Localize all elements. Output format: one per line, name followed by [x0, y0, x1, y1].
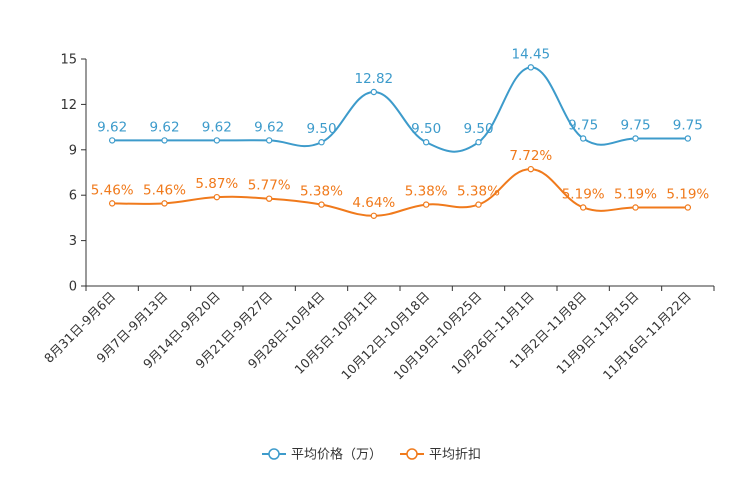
x-tick-label: 11月16日-11月22日 — [600, 289, 694, 383]
x-tick-label: 10月19日-10月25日 — [390, 289, 484, 383]
legend-item-1[interactable]: 平均折扣 — [400, 448, 481, 463]
y-tick-label: 15 — [60, 53, 77, 68]
data-point — [370, 88, 378, 96]
legend-marker-icon — [406, 448, 418, 460]
data-label: 9.62 — [254, 119, 284, 135]
data-point — [527, 64, 535, 71]
data-point — [475, 201, 482, 208]
data-label: 5.19% — [614, 186, 657, 202]
data-point — [161, 137, 168, 144]
y-tick-label: 9 — [69, 143, 77, 158]
data-point — [632, 135, 639, 142]
data-label: 5.19% — [666, 186, 709, 202]
data-label: 9.62 — [202, 119, 232, 135]
y-tick-label: 3 — [69, 234, 77, 249]
axes: 036912158月31日-9月6日9月7日-9月13日9月14日-9月20日9… — [41, 53, 715, 383]
data-label: 4.64% — [352, 195, 395, 211]
data-label: 9.75 — [568, 117, 598, 133]
data-label: 5.38% — [457, 184, 500, 200]
y-tick-label: 6 — [69, 189, 77, 204]
data-label: 9.50 — [463, 121, 493, 137]
legend-marker-icon — [268, 448, 280, 460]
data-point — [213, 137, 221, 144]
data-point — [108, 200, 116, 207]
series-line-0 — [112, 66, 688, 153]
data-point — [475, 139, 482, 146]
data-point — [213, 193, 221, 201]
data-label: 5.38% — [405, 184, 448, 200]
data-label: 5.38% — [300, 184, 343, 200]
legend-label: 平均价格（万） — [291, 447, 382, 463]
data-point — [579, 135, 587, 142]
data-label: 5.46% — [143, 182, 186, 198]
legend-item-0[interactable]: 平均价格（万） — [262, 447, 382, 463]
data-point — [161, 200, 168, 207]
data-point — [370, 212, 378, 219]
data-labels: 9.62 9.62 9.62 9.62 9.50 12.82 9.50 9.50 14.45 9.… — [91, 46, 710, 210]
data-point — [265, 137, 273, 144]
data-point — [318, 201, 325, 208]
data-label: 5.19% — [562, 186, 605, 202]
data-point — [265, 195, 273, 202]
data-label: 9.62 — [97, 119, 127, 135]
data-label: 9.50 — [306, 121, 336, 137]
data-label: 9.62 — [149, 119, 179, 135]
data-label: 7.72% — [509, 148, 552, 164]
legend[interactable]: 平均价格（万） 平均折扣 — [262, 447, 481, 463]
data-point — [632, 204, 639, 211]
series-layer — [108, 64, 692, 219]
data-point — [527, 165, 535, 173]
data-label: 12.82 — [355, 71, 394, 87]
data-label: 5.87% — [195, 176, 238, 192]
data-point — [108, 137, 116, 144]
data-label: 9.75 — [620, 117, 650, 133]
y-tick-label: 0 — [69, 280, 77, 295]
data-point — [422, 201, 430, 208]
data-label: 14.45 — [512, 46, 551, 62]
data-point — [318, 139, 325, 146]
data-label: 5.46% — [91, 182, 134, 198]
x-tick-label: 10月12日-10月18日 — [338, 289, 432, 383]
data-point — [684, 204, 692, 211]
data-point — [579, 204, 587, 211]
legend-label: 平均折扣 — [429, 448, 481, 463]
y-tick-label: 12 — [60, 98, 77, 113]
data-point — [422, 139, 430, 146]
data-point — [684, 135, 692, 142]
data-label: 9.75 — [673, 117, 703, 133]
data-label: 9.50 — [411, 121, 441, 137]
data-label: 5.77% — [248, 178, 291, 194]
